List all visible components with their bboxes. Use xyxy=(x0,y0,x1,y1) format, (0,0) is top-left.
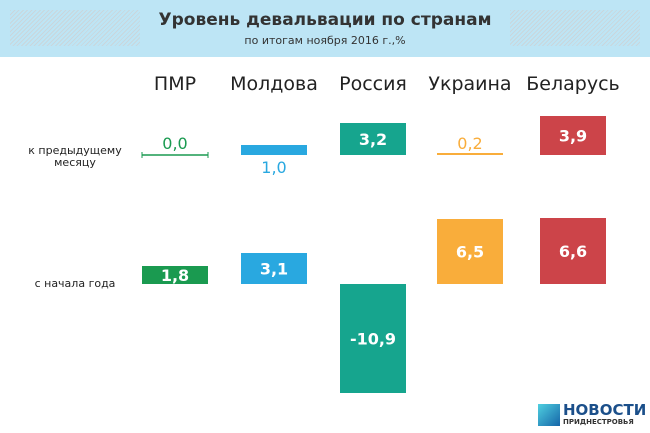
bar xyxy=(340,123,406,155)
series-label: к предыдущему xyxy=(28,144,122,157)
category-label: Россия xyxy=(339,73,407,95)
ribbon-right xyxy=(510,10,640,46)
data-label: 0,0 xyxy=(162,134,187,153)
data-label: 0,2 xyxy=(457,134,482,153)
data-label: 3,9 xyxy=(559,127,587,146)
header: Уровень девальвации по странам по итогам… xyxy=(0,0,650,57)
data-label: 3,2 xyxy=(359,130,387,149)
category-label: ПМР xyxy=(154,73,196,95)
logo-line2: ПРИДНЕСТРОВЬЯ xyxy=(563,418,634,426)
category-label: Украина xyxy=(428,73,511,95)
category-label: Молдова xyxy=(230,73,318,95)
data-label: -10,9 xyxy=(350,330,396,349)
bar xyxy=(540,116,606,155)
bar xyxy=(241,253,307,284)
bar xyxy=(437,153,503,155)
bar xyxy=(540,218,606,284)
chart-title: Уровень девальвации по странам xyxy=(158,10,492,30)
category-label: Беларусь xyxy=(526,73,619,95)
series-label: с начала года xyxy=(35,277,116,290)
logo-mark xyxy=(538,403,560,426)
data-label: 3,1 xyxy=(260,260,288,279)
data-label: 1,8 xyxy=(161,266,189,285)
data-label: 6,5 xyxy=(456,243,484,262)
ribbon-left xyxy=(10,10,140,46)
bar xyxy=(340,284,406,393)
data-label: 6,6 xyxy=(559,242,587,261)
bar xyxy=(437,219,503,284)
bar xyxy=(241,145,307,155)
bar xyxy=(142,266,208,284)
data-label: 1,0 xyxy=(261,158,286,177)
chart-subtitle: по итогам ноября 2016 г.,% xyxy=(244,34,406,47)
logo-line1: НОВОСТИ xyxy=(563,401,647,419)
logo: НОВОСТИ ПРИДНЕСТРОВЬЯ xyxy=(538,403,646,426)
series-label: месяцу xyxy=(54,156,96,169)
